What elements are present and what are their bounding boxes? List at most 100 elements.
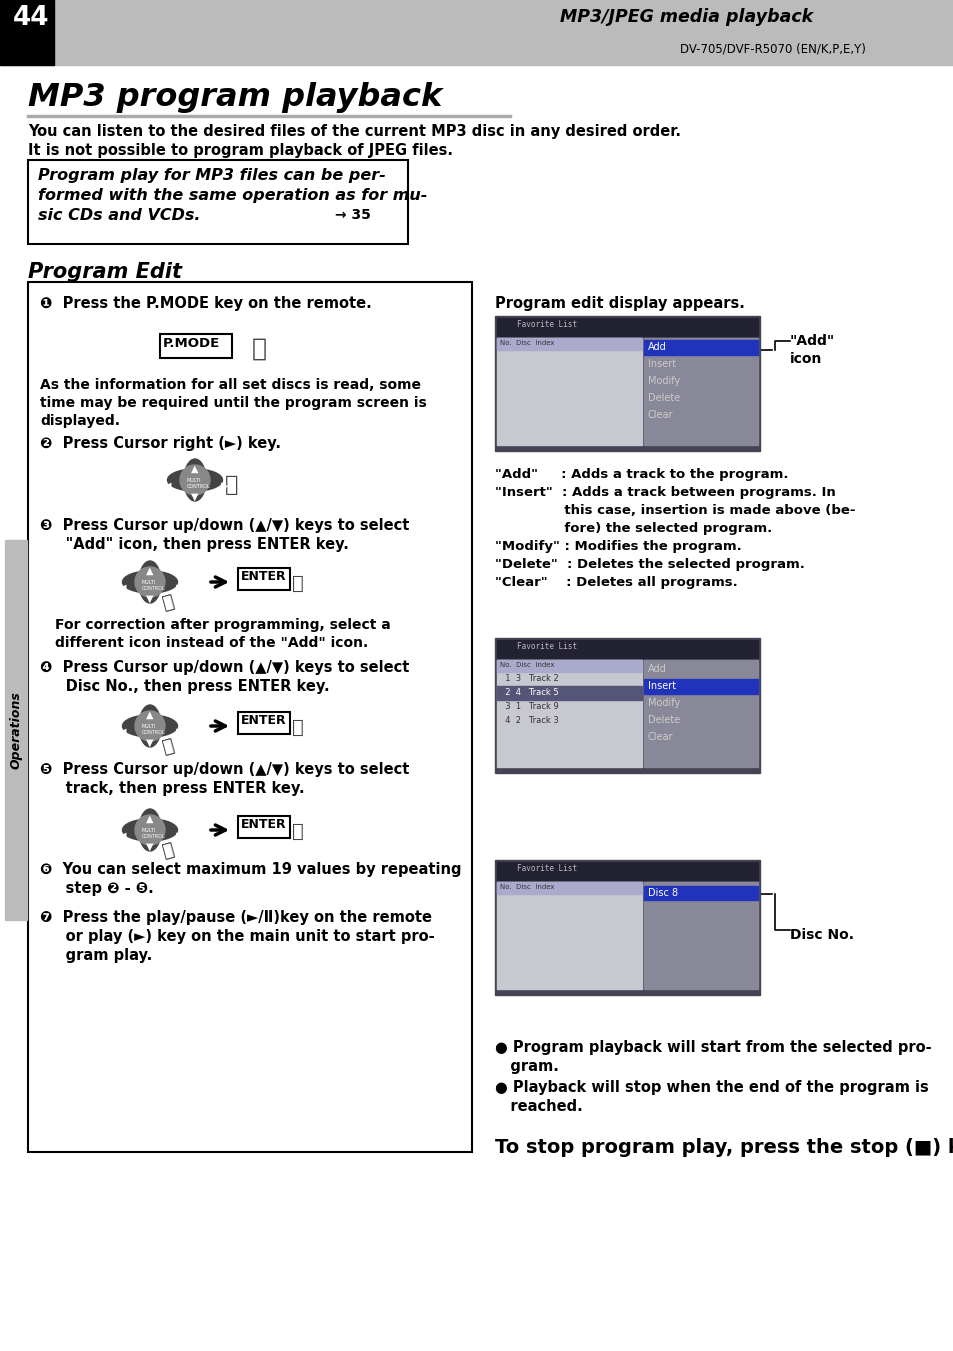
Text: ENTER: ENTER	[241, 713, 286, 727]
Text: track, then press ENTER key.: track, then press ENTER key.	[40, 781, 304, 796]
Bar	[497, 686, 641, 700]
Text: "Delete"  : Deletes the selected program.: "Delete" : Deletes the selected program.	[495, 558, 804, 571]
Text: Disc 8: Disc 8	[647, 888, 678, 898]
Text: ▼: ▼	[146, 842, 153, 852]
Text: As the information for all set discs is read, some: As the information for all set discs is …	[40, 378, 420, 392]
Text: icon: icon	[789, 353, 821, 366]
Text: different icon instead of the "Add" icon.: different icon instead of the "Add" icon…	[55, 636, 368, 650]
Text: Disc No., then press ENTER key.: Disc No., then press ENTER key.	[40, 680, 330, 694]
Text: fore) the selected program.: fore) the selected program.	[495, 521, 771, 535]
Ellipse shape	[168, 469, 222, 490]
Text: "Add" icon, then press ENTER key.: "Add" icon, then press ENTER key.	[40, 536, 349, 553]
Text: For correction after programming, select a: For correction after programming, select…	[55, 617, 391, 632]
Text: ENTER: ENTER	[241, 817, 286, 831]
Text: 44: 44	[13, 5, 50, 31]
Text: MP3/JPEG media playback: MP3/JPEG media playback	[559, 8, 812, 26]
Text: displayed.: displayed.	[40, 413, 120, 428]
Text: ● Playback will stop when the end of the program is: ● Playback will stop when the end of the…	[495, 1079, 928, 1096]
Text: Program play for MP3 files can be per-: Program play for MP3 files can be per-	[38, 168, 385, 182]
Text: ✋: ✋	[235, 336, 267, 361]
Text: MULTI
CONTROL: MULTI CONTROL	[187, 478, 211, 489]
Bar	[497, 661, 641, 767]
Text: ▶: ▶	[175, 831, 183, 842]
Ellipse shape	[135, 711, 165, 740]
Bar	[643, 882, 758, 989]
Text: ❻  You can select maximum 19 values by repeating: ❻ You can select maximum 19 values by re…	[40, 862, 461, 877]
Text: ◀: ◀	[119, 584, 127, 593]
Text: 1  3   Track 2: 1 3 Track 2	[499, 674, 558, 684]
Text: Disc No.: Disc No.	[789, 928, 853, 942]
Bar	[28, 282, 472, 1152]
Ellipse shape	[184, 459, 206, 501]
Text: ◀: ◀	[164, 481, 172, 490]
Text: MULTI
CONTROL: MULTI CONTROL	[142, 828, 166, 839]
Text: ▶: ▶	[175, 584, 183, 593]
Text: "Modify" : Modifies the program.: "Modify" : Modifies the program.	[495, 540, 741, 553]
Text: 3  1   Track 9: 3 1 Track 9	[499, 703, 558, 711]
Text: P.MODE: P.MODE	[163, 336, 220, 350]
Text: 4  2   Track 3: 4 2 Track 3	[499, 716, 558, 725]
Text: ❸  Press Cursor up/down (▲/▼) keys to select: ❸ Press Cursor up/down (▲/▼) keys to sel…	[40, 517, 409, 534]
Text: "Insert"  : Adds a track between programs. In: "Insert" : Adds a track between programs…	[495, 486, 835, 499]
Text: ● Program playback will start from the selected pro-: ● Program playback will start from the s…	[495, 1040, 931, 1055]
Text: 2  4   Track 5: 2 4 Track 5	[499, 688, 558, 697]
Text: ▶: ▶	[221, 481, 229, 490]
Text: gram.: gram.	[495, 1059, 558, 1074]
Text: formed with the same operation as for mu-: formed with the same operation as for mu…	[38, 188, 427, 203]
Text: ❼  Press the play/pause (►/Ⅱ)key on the remote: ❼ Press the play/pause (►/Ⅱ)key on the r…	[40, 911, 432, 925]
Text: ◀: ◀	[119, 727, 127, 738]
Bar	[497, 661, 641, 671]
Bar	[0, 0, 953, 65]
Text: ✋: ✋	[160, 736, 176, 758]
Text: ▼: ▼	[191, 492, 198, 503]
Text: No.  Disc  Index: No. Disc Index	[499, 662, 554, 667]
Text: reached.: reached.	[495, 1098, 582, 1115]
Ellipse shape	[122, 819, 177, 842]
Text: ✋: ✋	[225, 476, 238, 494]
Text: Delete: Delete	[647, 715, 679, 725]
Text: ▲: ▲	[146, 815, 153, 824]
Text: Clear: Clear	[647, 732, 673, 742]
Text: ▼: ▼	[146, 738, 153, 748]
Bar	[643, 680, 758, 694]
Text: "Add"     : Adds a track to the program.: "Add" : Adds a track to the program.	[495, 467, 788, 481]
Text: ❺  Press Cursor up/down (▲/▼) keys to select: ❺ Press Cursor up/down (▲/▼) keys to sel…	[40, 762, 409, 777]
Text: Program Edit: Program Edit	[28, 262, 182, 282]
Text: MP3 program playback: MP3 program playback	[28, 82, 442, 113]
Bar	[643, 661, 758, 767]
Text: DV-705/DVF-R5070 (EN/K,P,E,Y): DV-705/DVF-R5070 (EN/K,P,E,Y)	[679, 42, 865, 55]
Text: step ❷ - ❺.: step ❷ - ❺.	[40, 881, 153, 896]
Ellipse shape	[139, 809, 161, 851]
Bar	[495, 861, 760, 994]
Text: or play (►) key on the main unit to start pro-: or play (►) key on the main unit to star…	[40, 929, 435, 944]
Text: ▲: ▲	[146, 711, 153, 720]
Bar	[237, 567, 290, 590]
Text: Insert: Insert	[647, 681, 676, 690]
Bar	[497, 338, 641, 350]
Ellipse shape	[135, 815, 165, 844]
Bar	[497, 882, 641, 894]
Text: Delete: Delete	[647, 393, 679, 403]
Text: To stop program play, press the stop (■) key.: To stop program play, press the stop (■)…	[495, 1138, 953, 1156]
Bar	[495, 638, 760, 773]
Text: → 35: → 35	[335, 208, 371, 222]
Text: ❶  Press the P.MODE key on the remote.: ❶ Press the P.MODE key on the remote.	[40, 296, 372, 311]
Text: sic CDs and VCDs.: sic CDs and VCDs.	[38, 208, 200, 223]
Ellipse shape	[122, 571, 177, 593]
Text: ▶: ▶	[175, 727, 183, 738]
Bar	[643, 340, 758, 355]
Text: Favorite List: Favorite List	[517, 865, 577, 873]
Text: Program edit display appears.: Program edit display appears.	[495, 296, 744, 311]
Text: "Clear"    : Deletes all programs.: "Clear" : Deletes all programs.	[495, 576, 737, 589]
Bar	[160, 334, 232, 358]
Text: ▼: ▼	[146, 594, 153, 604]
Text: ▲: ▲	[146, 566, 153, 576]
Bar	[5, 540, 27, 920]
Text: ENTER: ENTER	[241, 570, 286, 584]
Text: Add: Add	[647, 663, 666, 674]
Bar	[237, 816, 290, 838]
Bar	[497, 338, 641, 444]
Ellipse shape	[122, 715, 177, 738]
Text: ❹  Press Cursor up/down (▲/▼) keys to select: ❹ Press Cursor up/down (▲/▼) keys to sel…	[40, 661, 409, 676]
Ellipse shape	[180, 465, 210, 494]
